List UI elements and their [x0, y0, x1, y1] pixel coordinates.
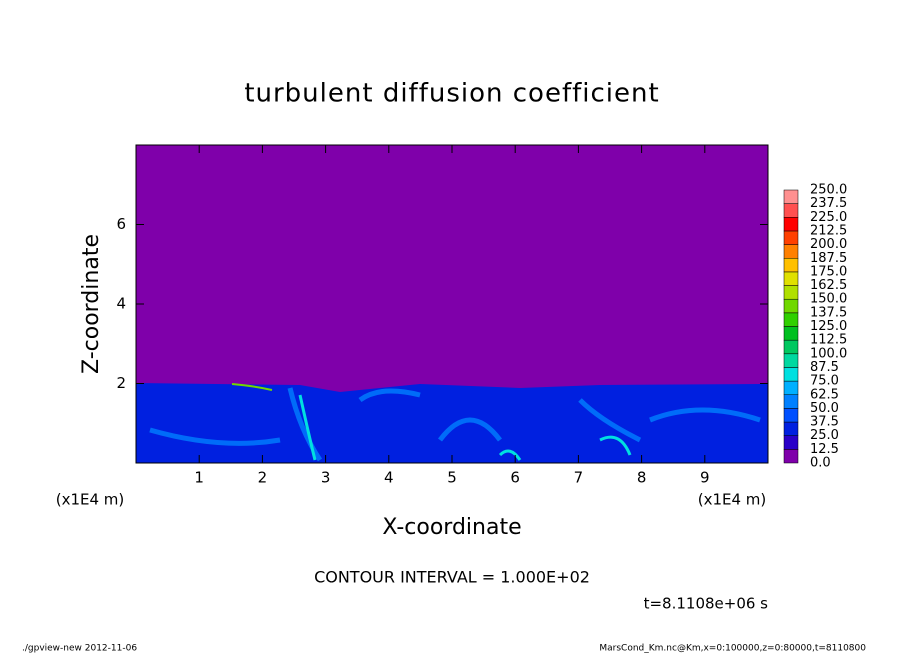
- footer-right: MarsCond_Km.nc@Km,x=0:100000,z=0:80000,t…: [599, 644, 866, 654]
- x-tick-label: 4: [384, 469, 394, 487]
- colorbar-label: 212.5: [810, 223, 847, 238]
- x-tick-label: 7: [574, 469, 584, 487]
- colorbar-label: 112.5: [810, 333, 847, 348]
- x-unit: (x1E4 m): [56, 491, 125, 509]
- colorbar-label: 100.0: [810, 346, 847, 361]
- colorbar-label: 137.5: [810, 305, 847, 320]
- field-streak: [149, 387, 761, 462]
- colorbar-label: 200.0: [810, 237, 847, 252]
- field-streak: [298, 394, 632, 461]
- time-label: t=8.1108e+06 s: [644, 595, 769, 613]
- footer-left: ./gpview-new 2012-11-06: [22, 644, 137, 654]
- colorbar-label: 50.0: [810, 401, 839, 416]
- colorbar-label: 225.0: [810, 210, 847, 225]
- colorbar-cell: [783, 380, 799, 396]
- colorbar-cell: [783, 258, 799, 273]
- colorbar-cell: [783, 189, 799, 204]
- colorbar-label: 62.5: [810, 387, 839, 402]
- colorbar-label: 175.0: [810, 264, 847, 279]
- y-tick-label: 2: [116, 374, 126, 392]
- colorbar-cell: [783, 367, 799, 382]
- colorbar-cell: [783, 339, 799, 355]
- colorbar-label: 237.5: [810, 196, 847, 211]
- field: [136, 145, 768, 463]
- colorbar-cell: [783, 326, 799, 341]
- y-axis-title: Z-coordinate: [79, 234, 104, 374]
- field-layer: [136, 383, 768, 463]
- colorbar-label: 75.0: [810, 374, 839, 389]
- colorbar-cell: [783, 394, 799, 409]
- colorbar-cell: [783, 217, 799, 232]
- colorbar-cell: [783, 271, 799, 286]
- colorbar-cell: [783, 421, 799, 436]
- colorbar-cell: [783, 244, 799, 259]
- field-streak: [231, 383, 273, 391]
- colorbar-cell: [783, 353, 799, 368]
- colorbar-label: 150.0: [810, 292, 847, 307]
- x-tick-label: 8: [637, 469, 647, 487]
- colorbar-cell: [783, 312, 799, 327]
- colorbar-label: 187.5: [810, 251, 847, 266]
- contour-interval: CONTOUR INTERVAL = 1.000E+02: [314, 568, 590, 587]
- colorbar-label: 0.0: [810, 456, 831, 471]
- y-tick-label: 6: [116, 215, 126, 233]
- colorbar-cell: [783, 408, 799, 423]
- colorbar-label: 12.5: [810, 442, 839, 457]
- x-unit: (x1E4 m): [698, 491, 767, 509]
- x-tick-label: 6: [510, 469, 520, 487]
- colorbar-cell: [783, 285, 799, 300]
- colorbar-cell: [783, 203, 799, 218]
- colorbar-label: 87.5: [810, 360, 839, 375]
- colorbar-cell: [783, 230, 799, 245]
- x-axis-title: X-coordinate: [382, 515, 521, 540]
- y-tick-label: 4: [116, 295, 126, 313]
- colorbar-cell: [783, 449, 799, 464]
- colorbar-cell: [783, 298, 799, 314]
- x-tick-label: 5: [447, 469, 457, 487]
- chart-title: turbulent diffusion coefficient: [244, 79, 659, 109]
- colorbar-label: 37.5: [810, 415, 839, 430]
- colorbar-label: 25.0: [810, 428, 839, 443]
- colorbar-label: 162.5: [810, 278, 847, 293]
- colorbar-label: 125.0: [810, 319, 847, 334]
- x-tick-label: 2: [258, 469, 268, 487]
- x-tick-label: 9: [700, 469, 710, 487]
- x-tick-label: 3: [321, 469, 331, 487]
- colorbar-cell: [783, 435, 799, 450]
- colorbar-label: 250.0: [810, 183, 847, 198]
- x-tick-label: 1: [194, 469, 204, 487]
